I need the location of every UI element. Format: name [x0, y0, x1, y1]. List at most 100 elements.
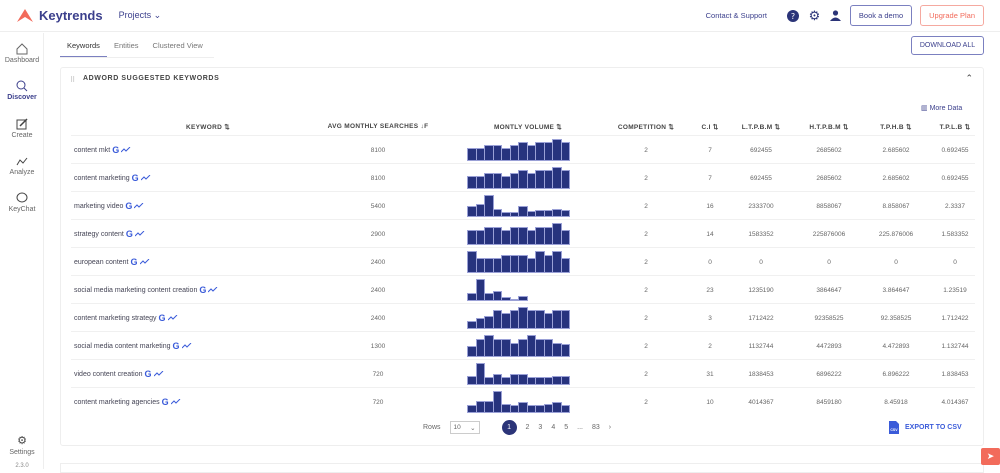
projects-dropdown[interactable]: Projects ⌄: [119, 10, 162, 21]
tab-clustered-view[interactable]: Clustered View: [146, 33, 210, 57]
page-83[interactable]: 83: [592, 424, 600, 431]
keyword-link[interactable]: strategy content: [74, 231, 124, 238]
keyword-link[interactable]: video content creation: [74, 371, 143, 378]
ltpbm-cell: 692455: [750, 147, 772, 154]
next-panel: [60, 463, 984, 473]
tplb-cell: 0.692455: [941, 175, 968, 182]
contact-support-link[interactable]: Contact & Support: [706, 11, 767, 20]
column-header[interactable]: KEYWORD ⇅: [186, 123, 230, 131]
help-icon[interactable]: ?: [787, 9, 800, 22]
volume-bar: [477, 364, 485, 384]
sidebar-item-dashboard[interactable]: Dashboard: [0, 43, 44, 64]
monthly-volume-chart: [468, 168, 569, 188]
volume-bar: [502, 298, 510, 300]
trend-icon[interactable]: [134, 203, 144, 209]
google-icon[interactable]: G: [159, 313, 166, 323]
ltpbm-cell: 1838453: [748, 371, 773, 378]
keyword-link[interactable]: content mkt: [74, 147, 110, 154]
column-header[interactable]: AVG MONTHLY SEARCHES ↓F: [328, 123, 429, 130]
competition-cell: 2: [644, 287, 648, 294]
more-data-button[interactable]: ▥ More Data: [921, 104, 962, 112]
keyword-link[interactable]: marketing video: [74, 203, 123, 210]
google-icon[interactable]: G: [145, 369, 152, 379]
column-header[interactable]: C.I ⇅: [701, 123, 718, 131]
rows-per-page-select[interactable]: 10⌄: [450, 421, 480, 434]
keyword-link[interactable]: content marketing: [74, 175, 130, 182]
tab-keywords[interactable]: Keywords: [60, 33, 107, 57]
avg-monthly-searches: 5400: [371, 203, 385, 210]
keyword-link[interactable]: social media content marketing: [74, 343, 171, 350]
user-icon[interactable]: [829, 9, 842, 22]
brand-name: Keytrends: [39, 8, 103, 23]
page-2[interactable]: 2: [526, 424, 530, 431]
keyword-link[interactable]: european content: [74, 259, 129, 266]
upgrade-plan-button[interactable]: Upgrade Plan: [920, 5, 984, 26]
trend-icon[interactable]: [168, 315, 178, 321]
monthly-volume-chart: [468, 308, 569, 328]
volume-bar: [519, 340, 527, 356]
trend-icon[interactable]: [182, 343, 192, 349]
trend-icon[interactable]: [154, 371, 164, 377]
gear-icon[interactable]: ⚙: [808, 9, 821, 22]
column-header[interactable]: L.T.P.B.M ⇅: [742, 123, 781, 131]
volume-bar: [528, 174, 536, 188]
google-icon[interactable]: G: [126, 229, 133, 239]
volume-bar: [536, 171, 544, 188]
book-demo-button[interactable]: Book a demo: [850, 5, 912, 26]
htpbm-cell: 8459180: [816, 399, 841, 406]
ltpbm-cell: 2333700: [748, 203, 773, 210]
volume-bar: [477, 319, 485, 328]
sidebar-item-keychat[interactable]: KeyChat: [0, 192, 44, 213]
trend-icon[interactable]: [135, 231, 145, 237]
volume-bar: [562, 143, 570, 160]
sidebar-item-settings[interactable]: ⚙Settings: [0, 435, 44, 456]
google-icon[interactable]: G: [162, 397, 169, 407]
trend-icon[interactable]: [171, 399, 181, 405]
page-4[interactable]: 4: [551, 424, 555, 431]
column-header[interactable]: COMPETITION ⇅: [618, 123, 674, 131]
keyword-link[interactable]: content marketing agencies: [74, 399, 160, 406]
download-all-button[interactable]: DOWNLOAD ALL: [911, 36, 984, 55]
volume-bar: [511, 344, 519, 356]
volume-bar: [562, 406, 570, 412]
keyword-link[interactable]: social media marketing content creation: [74, 287, 197, 294]
volume-bar: [511, 375, 519, 384]
trend-icon[interactable]: [121, 147, 131, 153]
chevron-up-icon[interactable]: ⌃: [965, 73, 973, 84]
google-icon[interactable]: G: [173, 341, 180, 351]
trend-icon[interactable]: [140, 259, 150, 265]
logo[interactable]: Keytrends: [17, 8, 103, 23]
next-page-icon[interactable]: ›: [609, 424, 611, 431]
column-header[interactable]: MONTLY VOLUME ⇅: [494, 123, 562, 131]
sidebar-item-create[interactable]: Create: [0, 118, 44, 139]
competition-cell: 2: [644, 175, 648, 182]
sidebar-item-analyze[interactable]: Analyze: [0, 155, 44, 176]
google-icon[interactable]: G: [131, 257, 138, 267]
htpbm-cell: 225876006: [813, 231, 846, 238]
export-csv-button[interactable]: CSV EXPORT TO CSV: [889, 421, 962, 434]
column-header[interactable]: T.P.L.B ⇅: [940, 123, 971, 131]
column-header[interactable]: H.T.P.B.M ⇅: [809, 123, 848, 131]
ci-cell: 3: [708, 315, 712, 322]
send-icon: ➤: [987, 451, 995, 462]
volume-bar: [519, 375, 527, 384]
google-icon[interactable]: G: [112, 145, 119, 155]
sidebar-item-discover[interactable]: Discover: [0, 80, 44, 101]
google-icon[interactable]: G: [132, 173, 139, 183]
page-5[interactable]: 5: [564, 424, 568, 431]
export-label: EXPORT TO CSV: [905, 424, 962, 431]
google-icon[interactable]: G: [199, 285, 206, 295]
drag-handle-icon[interactable]: ⠿: [70, 76, 75, 84]
page-1[interactable]: 1: [502, 420, 517, 435]
google-icon[interactable]: G: [125, 201, 132, 211]
tab-entities[interactable]: Entities: [107, 33, 146, 57]
trend-icon[interactable]: [141, 175, 151, 181]
column-header[interactable]: T.P.H.B ⇅: [880, 123, 912, 131]
page-3[interactable]: 3: [538, 424, 542, 431]
send-feedback-button[interactable]: ➤: [981, 448, 1000, 465]
trend-icon[interactable]: [208, 287, 218, 293]
keyword-link[interactable]: content marketing strategy: [74, 315, 157, 322]
